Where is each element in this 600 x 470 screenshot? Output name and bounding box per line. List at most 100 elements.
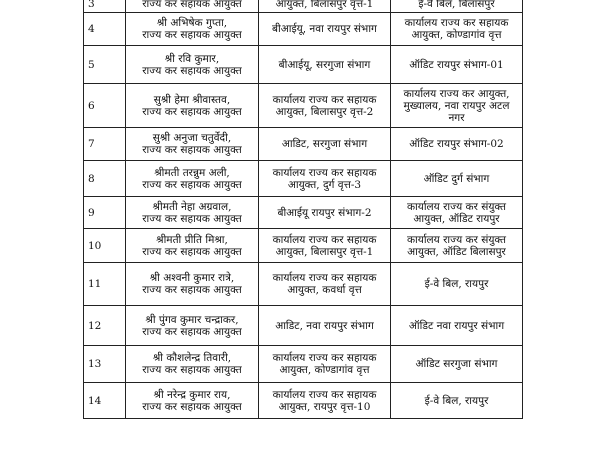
- cell-text: आयुक्त, कोण्डागांव वृत्त: [411, 29, 502, 41]
- cell-text: 5: [88, 58, 95, 71]
- cell-text: आयुक्त, ऑडिट बिलासपुर: [407, 245, 506, 258]
- cell-text: 12: [88, 319, 102, 332]
- to-cell: कार्यालय राज्य कर संयुक्त आयुक्त, ऑडिट बि…: [390, 228, 523, 263]
- cell-text: नगर: [448, 111, 465, 124]
- cell-text: ऑडिट सरगुजा संभाग: [415, 358, 498, 370]
- cell-text: बीआईयू, नवा रायपुर संभाग: [272, 23, 377, 35]
- cell-text: ई-वे बिल, रायपुर: [424, 278, 489, 290]
- cell-text: 3: [88, 0, 95, 10]
- cell-text: श्री पुंगव कुमार चन्द्राकर,: [145, 313, 239, 326]
- cell-text: कार्यालय राज्य कर संयुक्त: [406, 200, 507, 213]
- serial-cell: 11: [83, 262, 126, 306]
- serial-cell: 4: [83, 12, 126, 46]
- cell-text: राज्य कर सहायक आयुक्त: [142, 284, 242, 296]
- cell-text: राज्य कर सहायक आयुक्त: [142, 0, 242, 10]
- cell-text: राज्य कर सहायक आयुक्त: [142, 29, 242, 41]
- name-cell: श्रीमती नेहा अग्रवाल, राज्य कर सहायक आयुक…: [125, 196, 259, 229]
- from-cell: आडिट, नवा रायपुर संभाग: [258, 305, 391, 346]
- to-cell: ऑडिट रायपुर संभाग-01: [390, 45, 523, 84]
- cell-text: मुख्यालय, नवा रायपुर अटल: [403, 99, 510, 112]
- serial-cell: 12: [83, 305, 126, 346]
- cell-text: कार्यालय राज्य कर आयुक्त,: [403, 87, 510, 100]
- name-cell: सुश्री हेमा श्रीवास्तव, राज्य कर सहायक आय…: [125, 83, 259, 128]
- cell-text: आडिट, सरगुजा संभाग: [281, 138, 368, 150]
- to-cell: ऑडिट रायपुर संभाग-02: [390, 127, 523, 161]
- from-cell: कार्यालय राज्य कर सहायक आयुक्त, रायपुर वृ…: [258, 382, 391, 419]
- cell-text: राज्य कर सहायक आयुक्त: [142, 64, 242, 77]
- name-cell: श्री अश्वनी कुमार रात्रे, राज्य कर सहायक …: [125, 262, 259, 306]
- from-cell: कार्यालय राज्य कर सहायक आयुक्त, बिलासपुर …: [258, 228, 391, 263]
- cell-text: कार्यालय राज्य कर सहायक: [272, 166, 377, 179]
- cell-text: आयुक्त, बिलासपुर वृत्त-2: [275, 105, 374, 118]
- cell-text: आयुक्त, ऑडिट रायपुर: [413, 212, 500, 225]
- cell-text: ई-वे बिल, बिलासपुर: [418, 0, 495, 10]
- serial-cell: 7: [83, 127, 126, 161]
- to-cell: ऑडिट नवा रायपुर संभाग: [390, 305, 523, 346]
- cell-text: 11: [88, 278, 102, 290]
- cell-text: कार्यालय राज्य कर सहायक: [272, 352, 377, 364]
- serial-cell: 6: [83, 83, 126, 128]
- cell-text: 4: [88, 23, 95, 35]
- cell-text: आयुक्त, बिलासपुर वृत्त-1: [275, 0, 374, 10]
- cell-text: ऑडिट रायपुर संभाग-02: [409, 138, 504, 150]
- to-cell: ऑडिट दुर्ग संभाग: [390, 160, 523, 197]
- cell-text: 14: [88, 394, 102, 407]
- cell-text: राज्य कर सहायक आयुक्त: [142, 400, 242, 413]
- serial-cell: 9: [83, 196, 126, 229]
- cell-text: 6: [88, 99, 95, 112]
- cell-text: श्री अभिषेक गुप्ता,: [156, 17, 228, 29]
- cell-text: ऑडिट नवा रायपुर संभाग: [408, 319, 505, 332]
- cell-text: श्रीमती तरन्नुम अली,: [154, 166, 230, 179]
- cell-text: श्रीमती नेहा अग्रवाल,: [152, 200, 232, 213]
- name-cell: श्री अभिषेक गुप्ता, राज्य कर सहायक आयुक्त: [125, 12, 259, 46]
- serial-cell: 5: [83, 45, 126, 84]
- name-cell: श्री रवि कुमार, राज्य कर सहायक आयुक्त: [125, 45, 259, 84]
- from-cell: आडिट, सरगुजा संभाग: [258, 127, 391, 161]
- name-cell: श्री पुंगव कुमार चन्द्राकर, राज्य कर सहाय…: [125, 305, 259, 346]
- serial-cell: 10: [83, 228, 126, 263]
- name-cell: श्री नरेन्द्र कुमार राय, राज्य कर सहायक आ…: [125, 382, 259, 419]
- cell-text: कार्यालय राज्य कर सहायक: [272, 272, 377, 284]
- cell-text: कार्यालय राज्य कर सहायक: [404, 17, 509, 29]
- name-cell: श्रीमती प्रीति मिश्रा, राज्य कर सहायक आयु…: [125, 228, 259, 263]
- cell-text: कार्यालय राज्य कर सहायक: [272, 388, 377, 401]
- serial-cell: 13: [83, 345, 126, 383]
- from-cell: कार्यालय राज्य कर सहायक आयुक्त, दुर्ग वृत…: [258, 160, 391, 197]
- cell-text: सुश्री हेमा श्रीवास्तव,: [153, 93, 231, 106]
- cell-text: बीआईयू रायपुर संभाग-2: [277, 206, 372, 219]
- cell-text: 7: [88, 138, 95, 150]
- cell-text: आयुक्त, कवर्धा वृत्त: [287, 284, 362, 296]
- cell-text: सुश्री अनुजा चतुर्वेदी,: [152, 132, 232, 144]
- name-cell: सुश्री अनुजा चतुर्वेदी, राज्य कर सहायक आय…: [125, 127, 259, 161]
- from-cell: बीआईयू, सरगुजा संभाग: [258, 45, 391, 84]
- name-cell: श्री कौशलेन्द्र तिवारी, राज्य कर सहायक आय…: [125, 345, 259, 383]
- to-cell: कार्यालय राज्य कर संयुक्त आयुक्त, ऑडिट रा…: [390, 196, 523, 229]
- cell-text: कार्यालय राज्य कर सहायक: [272, 233, 377, 246]
- cell-text: श्री अश्वनी कुमार रात्रे,: [149, 272, 235, 284]
- cell-text: श्री नरेन्द्र कुमार राय,: [153, 388, 231, 401]
- cell-text: आडिट, नवा रायपुर संभाग: [275, 319, 374, 332]
- name-cell: श्रीमती तरन्नुम अली, राज्य कर सहायक आयुक्…: [125, 160, 259, 197]
- cell-text: आयुक्त, कोण्डागांव वृत्त: [279, 364, 370, 376]
- cell-text: 13: [88, 358, 102, 370]
- cell-text: राज्य कर सहायक आयुक्त: [142, 245, 242, 258]
- cell-text: राज्य कर सहायक आयुक्त: [142, 144, 242, 156]
- cell-text: आयुक्त, बिलासपुर वृत्त-1: [275, 245, 374, 258]
- cell-text: आयुक्त, दुर्ग वृत्त-3: [287, 178, 362, 191]
- cell-text: राज्य कर सहायक आयुक्त: [142, 325, 242, 338]
- cell-text: राज्य कर सहायक आयुक्त: [142, 178, 242, 191]
- cell-text: 9: [88, 206, 95, 219]
- cell-text: राज्य कर सहायक आयुक्त: [142, 212, 242, 225]
- serial-cell: 14: [83, 382, 126, 419]
- to-cell: ई-वे बिल, रायपुर: [390, 262, 523, 306]
- to-cell: ई-वे बिल, रायपुर: [390, 382, 523, 419]
- cell-text: राज्य कर सहायक आयुक्त: [142, 105, 242, 118]
- cell-text: ऑडिट रायपुर संभाग-01: [409, 58, 504, 71]
- from-cell: कार्यालय राज्य कर सहायक आयुक्त, बिलासपुर …: [258, 83, 391, 128]
- to-cell: ऑडिट सरगुजा संभाग: [390, 345, 523, 383]
- cell-text: राज्य कर सहायक आयुक्त: [142, 364, 242, 376]
- cell-text: ऑडिट दुर्ग संभाग: [423, 172, 490, 185]
- from-cell: बीआईयू, नवा रायपुर संभाग: [258, 12, 391, 46]
- to-cell: कार्यालय राज्य कर सहायक आयुक्त, कोण्डागां…: [390, 12, 523, 46]
